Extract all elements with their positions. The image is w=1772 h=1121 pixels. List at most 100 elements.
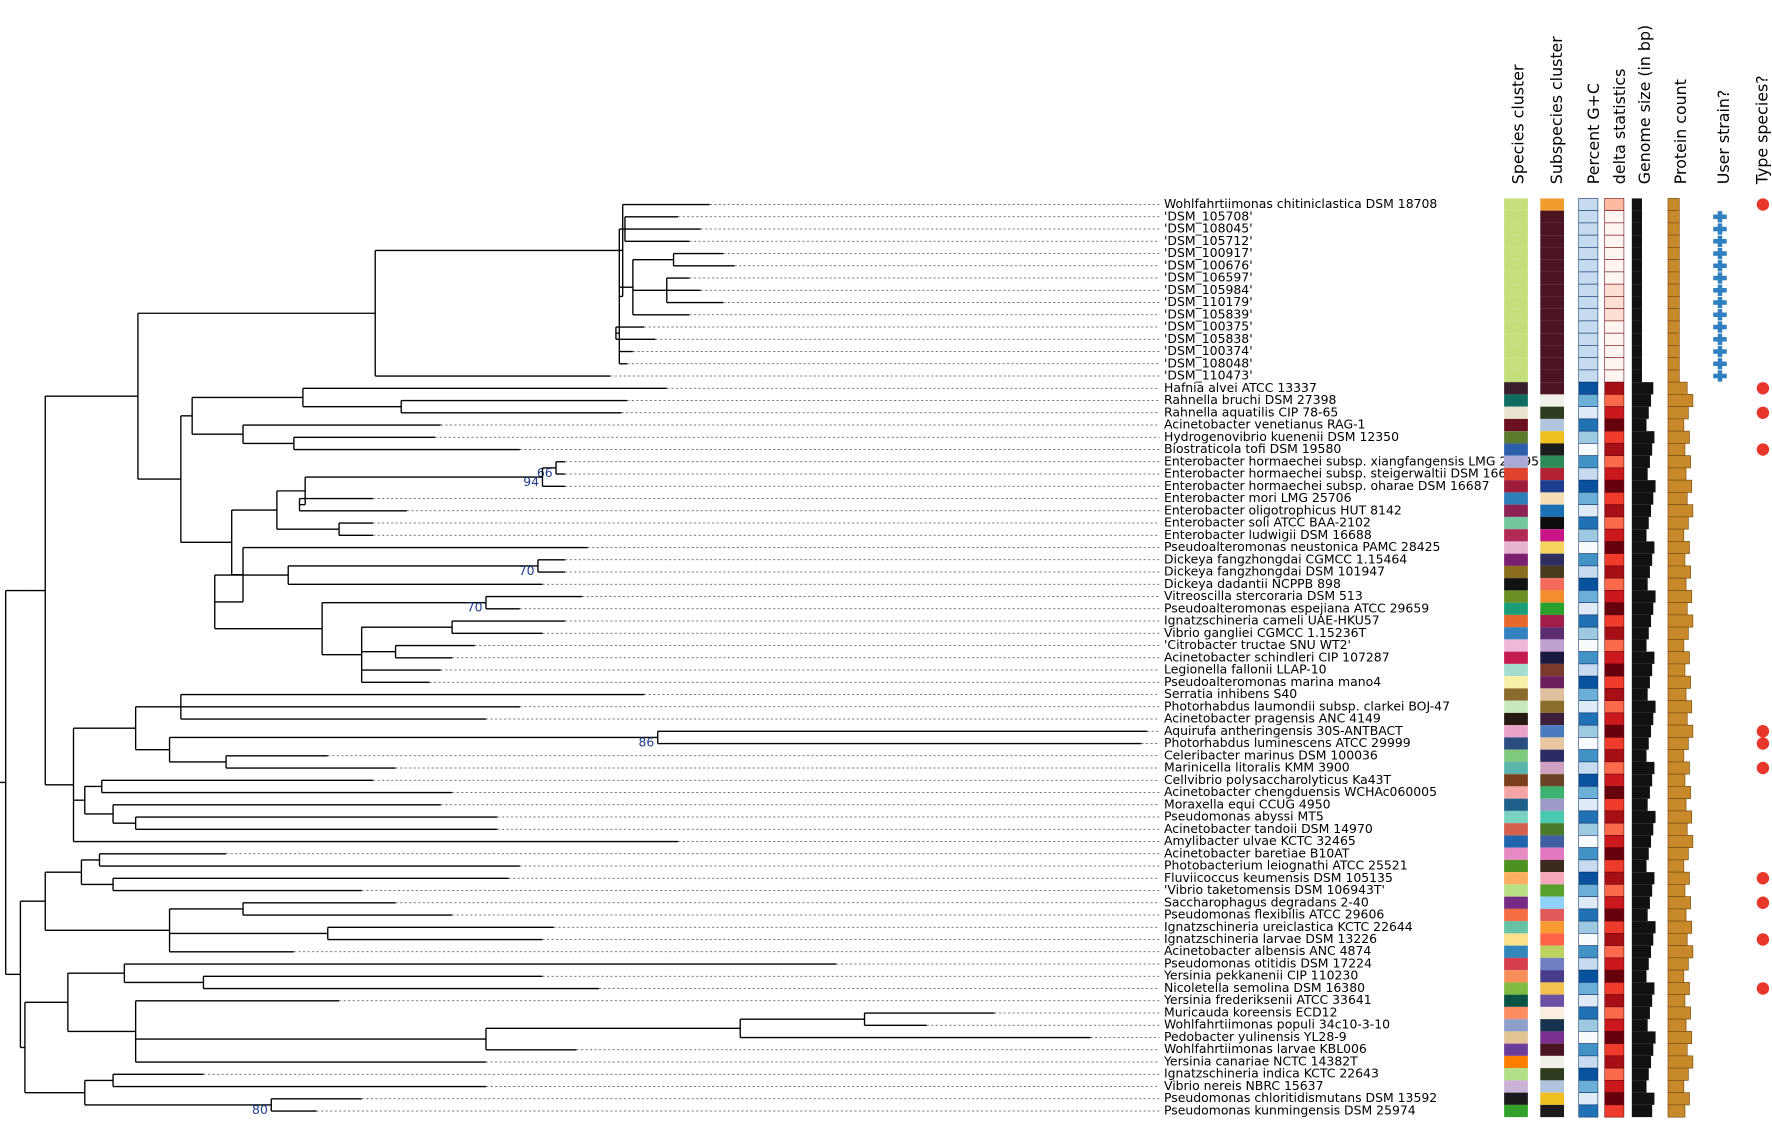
delta-cell [1604,565,1625,579]
delta-cell [1604,835,1625,848]
species-cluster-cell [1504,614,1528,628]
genome-size-bar [1631,651,1655,664]
leaf-label: Ignatzschineria ureiclastica KCTC 22644 [1164,919,1413,934]
leaf-label: Celeribacter marinus DSM 100036 [1164,747,1378,762]
type-species-marker [1756,896,1770,909]
gc-cell [1578,626,1599,640]
gc-cell [1578,835,1599,848]
leaf-label: Ignatzschineria cameli UAE-HKU57 [1164,613,1380,628]
gc-cell [1578,406,1599,420]
leaf-label: Yersinia frederiksenii ATCC 33641 [1163,992,1372,1007]
genome-size-bar [1631,443,1653,456]
leaf-label: Hydrogenovibrio kuenenii DSM 12350 [1164,429,1399,444]
leaf-label: Enterobacter oligotrophicus HUT 8142 [1164,502,1402,517]
delta-cell [1604,369,1625,383]
protein-count-bar [1667,798,1687,812]
support-value: 80 [252,1102,268,1117]
protein-count-bar [1667,528,1685,542]
subspecies-cluster-cell [1540,712,1565,726]
delta-cell [1604,700,1625,714]
protein-count-bar [1667,541,1690,554]
genome-size-bar [1631,688,1648,701]
support-value: 66 [537,465,553,480]
subspecies-cluster-cell [1540,1019,1565,1032]
species-cluster-cell [1504,663,1528,677]
gc-cell [1578,1055,1599,1069]
gc-cell [1578,553,1599,567]
leaf-label: Biostraticola tofi DSM 19580 [1164,441,1341,456]
leaf-label: Wohlfahrtiimonas chitiniclastica DSM 187… [1164,196,1437,211]
user-strain-marker [1717,358,1723,370]
delta-cell [1604,908,1625,922]
leaf-label: Vibrio nereis NBRC 15637 [1164,1078,1324,1093]
leaf-label: 'DSM_105839' [1164,306,1253,321]
gc-cell [1578,1031,1599,1044]
species-cluster-cell [1504,1092,1528,1105]
protein-count-bar [1667,479,1693,493]
genome-size-bar [1631,492,1654,505]
leaf-label: 'DSM_108045' [1164,221,1253,236]
genome-size-bar [1631,394,1652,407]
species-cluster-cell [1504,394,1528,407]
leaf-label: Acinetobacter chengduensis WCHAc060005 [1164,784,1437,799]
delta-cell [1604,1006,1625,1020]
subspecies-cluster-cell [1540,1068,1565,1081]
delta-cell [1604,712,1625,726]
gc-cell [1578,345,1599,358]
genome-size-bar [1631,872,1655,885]
subspecies-cluster-cell [1540,1043,1565,1056]
delta-cell [1604,896,1625,910]
species-cluster-cell [1504,933,1528,946]
type-species-marker [1756,443,1770,456]
delta-cell [1604,271,1625,285]
genome-size-bar [1631,296,1642,309]
delta-cell [1604,234,1625,248]
species-cluster-cell [1504,639,1528,652]
subspecies-cluster-cell [1540,737,1565,750]
subspecies-cluster-cell [1540,382,1565,395]
protein-count-bar [1667,835,1694,848]
protein-count-bar [1667,1031,1693,1044]
protein-count-bar [1667,957,1689,971]
gc-cell [1578,577,1599,591]
delta-cell [1604,357,1625,371]
subspecies-cluster-cell [1540,296,1565,309]
gc-cell [1578,859,1599,873]
user-strain-marker [1717,260,1723,272]
gc-cell [1578,1080,1599,1093]
genome-size-bar [1631,1068,1649,1081]
delta-cell [1604,761,1625,775]
delta-cell [1604,516,1625,530]
genome-size-bar [1631,847,1649,860]
delta-cell [1604,430,1625,444]
leaf-label: Dickeya dadantii NCPPB 898 [1164,576,1341,591]
delta-cell [1604,479,1625,493]
gc-cell [1578,394,1599,407]
delta-cell [1604,614,1625,628]
leaf-label: 'DSM_110473' [1164,368,1253,383]
leaf-label: Acinetobacter pragensis ANC 4149 [1164,711,1381,726]
delta-cell [1604,1080,1625,1093]
leaf-label: Marinicella litoralis KMM 3900 [1164,760,1350,775]
user-strain-marker [1717,272,1723,284]
gc-cell [1578,467,1599,481]
leaf-label: 'DSM_106597' [1164,270,1253,285]
annotation-columns: Species cluster Subspecies cluster Percent… [1504,25,1771,1118]
genome-size-bar [1631,480,1656,493]
genome-size-bar [1631,761,1655,775]
subspecies-cluster-cell [1540,418,1565,432]
gc-cell [1578,602,1599,616]
subspecies-cluster-cell [1540,578,1565,591]
species-cluster-cell [1504,382,1528,395]
species-cluster-cell [1504,884,1528,897]
subspecies-cluster-cell [1540,504,1565,517]
subspecies-cluster-cell [1540,1055,1565,1069]
protein-count-bar [1667,1018,1687,1032]
leaf-label: Pseudomonas flexibilis ATCC 29606 [1164,907,1384,922]
gc-cell [1578,332,1599,346]
column-header: Protein count [1671,79,1690,184]
genome-size-bar [1631,627,1649,640]
species-cluster-cell [1504,455,1528,468]
leaf-label: Pseudoalteromonas neustonica PAMC 28425 [1164,539,1440,554]
protein-count-bar [1667,945,1694,959]
